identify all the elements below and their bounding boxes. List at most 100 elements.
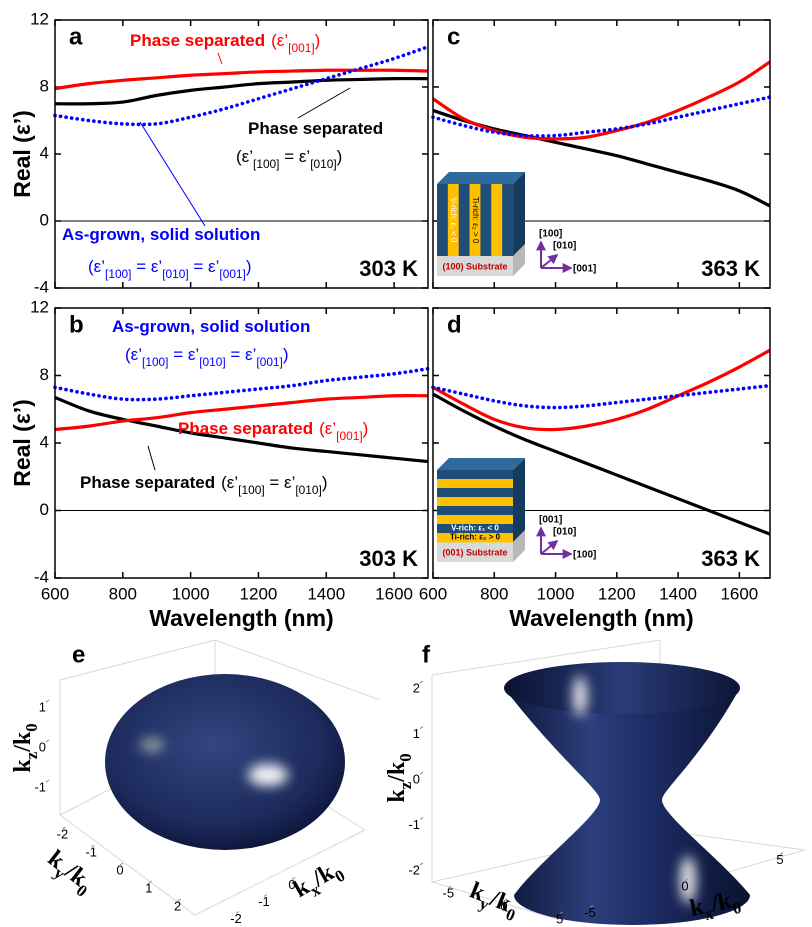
inset-ti-rich: Ti-rich: ε₂ > 0: [450, 533, 501, 542]
temperature-label: 303 K: [359, 546, 418, 571]
text-segment: (ε’: [319, 419, 336, 438]
y-tick-label: 8: [40, 365, 49, 384]
y-tick-label: -5: [443, 886, 455, 901]
panel-letter: d: [447, 311, 462, 338]
z-tick: [46, 700, 49, 702]
inset-axis-label: [001]: [573, 264, 596, 275]
film-layer: [437, 470, 513, 480]
y-axis-label: Real (ε’): [9, 399, 35, 487]
inset-axis-arrow: [541, 255, 557, 268]
z-tick: [46, 740, 49, 742]
x-tick-label: 1200: [240, 584, 278, 603]
text-segment: [001]: [288, 41, 314, 55]
z-tick: [420, 863, 423, 865]
x-tick-label: -5: [584, 905, 596, 920]
x-axis-label: Wavelength (nm): [509, 605, 693, 631]
x-tick-label: 1200: [598, 584, 636, 603]
x-tick-label: 1000: [537, 584, 575, 603]
x-tick-label: 800: [109, 584, 137, 603]
panel-letter: e: [72, 641, 85, 668]
y-tick-label: 2: [174, 898, 181, 913]
text-segment: Phase separated: [248, 119, 383, 138]
text-segment: k: [384, 789, 410, 803]
text-segment: ): [322, 473, 328, 492]
x-tick-label: 600: [41, 584, 69, 603]
inset-v-rich: V-rich: ε₁ < 0: [449, 198, 458, 243]
x-tick-label: 5: [776, 852, 783, 867]
annotation: Phase separated(ε’[100] = ε’[010]): [80, 473, 327, 497]
annotation: (ε’[100] = ε’[010] = ε’[001]): [88, 257, 252, 281]
text-segment: [001]: [219, 267, 245, 281]
annotation: Phase separated(ε’[001]): [178, 419, 368, 443]
text-segment: = ε’: [226, 345, 257, 364]
y-tick-label: 0: [40, 210, 49, 229]
y-tick-label: 5: [556, 911, 563, 926]
inset-axis-label: [100]: [539, 229, 562, 240]
series-line: [433, 386, 770, 408]
text-segment: = ε’: [265, 473, 296, 492]
series-line: [433, 62, 770, 139]
text-segment: ): [337, 147, 343, 166]
z-axis-label: kz/k0: [10, 723, 42, 772]
text-segment: = ε’: [279, 147, 310, 166]
z-tick-label: 1: [413, 726, 420, 741]
y-tick-label: -4: [34, 277, 49, 296]
text-segment: 0: [22, 723, 41, 731]
surface-highlight: [248, 764, 288, 786]
text-segment: (ε’: [271, 31, 288, 50]
text-segment: As-grown, solid solution: [62, 225, 260, 244]
y-tick-label: 4: [40, 143, 49, 162]
film-stripe: [437, 184, 448, 256]
text-segment: [010]: [199, 355, 225, 369]
ellipsoid-surface: [105, 674, 345, 850]
text-segment: (ε’: [236, 147, 253, 166]
film-stripe: [459, 184, 470, 256]
text-segment: [001]: [256, 355, 282, 369]
panel-letter: f: [422, 641, 431, 668]
text-segment: [010]: [295, 483, 321, 497]
y-tick-label: 1: [145, 880, 152, 895]
temperature-label: 363 K: [701, 256, 760, 281]
x-axis-label: kx/k0: [289, 855, 348, 908]
text-segment: = ε’: [131, 257, 162, 276]
z-tick: [420, 681, 423, 683]
text-segment: [100]: [238, 483, 264, 497]
text-segment: /k: [10, 731, 36, 753]
annotation: Phase separated: [248, 119, 383, 138]
film-layer: [437, 488, 513, 498]
text-segment: Phase separated: [130, 31, 265, 50]
text-segment: k: [10, 759, 36, 773]
x-tick-label: -2: [230, 911, 242, 926]
inset-substrate-label: (100) Substrate: [442, 261, 507, 271]
film-layer: [437, 497, 513, 507]
panel-letter: a: [69, 23, 83, 50]
x-tick-label: 1400: [659, 584, 697, 603]
film-top: [437, 458, 525, 470]
z-tick: [420, 727, 423, 729]
text-segment: ): [315, 31, 321, 50]
series-line: [55, 369, 428, 400]
x-tick-label: 600: [419, 584, 447, 603]
annotation: As-grown, solid solution: [62, 225, 260, 244]
z-tick-label: 1: [39, 699, 46, 714]
figure: -404812a303 KReal (ε’)Phase separated(ε’…: [0, 0, 812, 927]
y-tick-label: -1: [85, 844, 97, 859]
text-segment: ): [246, 257, 252, 276]
surface-highlight: [573, 676, 587, 716]
text-segment: Phase separated: [80, 473, 215, 492]
film-layer: [437, 506, 513, 516]
x-tick-label: 1600: [720, 584, 758, 603]
text-segment: = ε’: [189, 257, 220, 276]
film-stripe: [480, 184, 491, 256]
inset-axis-label: [010]: [553, 527, 576, 538]
z-tick: [420, 817, 423, 819]
series-line: [433, 350, 770, 429]
text-segment: ): [363, 419, 369, 438]
x-tick-label: 1600: [375, 584, 413, 603]
text-segment: /k: [384, 761, 410, 783]
z-tick-label: -2: [408, 862, 420, 877]
y-tick-label: 0: [40, 500, 49, 519]
z-tick: [420, 772, 423, 774]
film-layer: [437, 479, 513, 489]
